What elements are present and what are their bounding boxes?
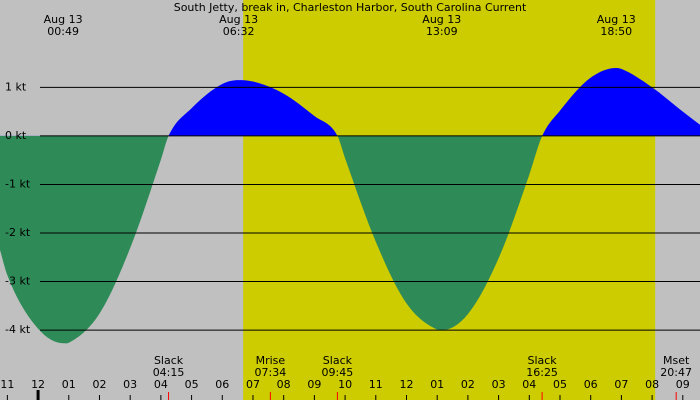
event-label: Mset (663, 354, 690, 367)
x-tick-label: 12 (399, 378, 413, 391)
x-tick-label: 11 (369, 378, 383, 391)
y-tick-label: -4 kt (5, 323, 31, 336)
x-tick-label: 05 (553, 378, 567, 391)
extreme-time: 18:50 (600, 25, 632, 38)
x-tick-label: 02 (461, 378, 475, 391)
extreme-date: Aug 13 (422, 13, 461, 26)
extreme-time: 00:49 (47, 25, 79, 38)
event-label: Slack (323, 354, 353, 367)
x-tick-label: 09 (676, 378, 690, 391)
event-label: Slack (527, 354, 557, 367)
extreme-time: 13:09 (426, 25, 458, 38)
x-tick-label: 01 (62, 378, 76, 391)
event-time: 20:47 (660, 366, 692, 379)
y-tick-label: -2 kt (5, 226, 31, 239)
x-tick-label: 10 (338, 378, 352, 391)
extreme-date: Aug 13 (597, 13, 636, 26)
extreme-time: 06:32 (223, 25, 255, 38)
x-tick-label: 04 (522, 378, 536, 391)
chart-title: South Jetty, break in, Charleston Harbor… (174, 1, 527, 14)
x-tick-label: 03 (492, 378, 506, 391)
y-tick-label: -3 kt (5, 275, 31, 288)
x-tick-label: 07 (614, 378, 628, 391)
event-label: Mrise (256, 354, 286, 367)
extreme-date: Aug 13 (219, 13, 258, 26)
x-tick-label: 01 (430, 378, 444, 391)
x-tick-label: 05 (185, 378, 199, 391)
y-tick-label: 0 kt (5, 129, 27, 142)
extreme-date: Aug 13 (44, 13, 83, 26)
x-tick-label: 08 (277, 378, 291, 391)
x-tick-label: 04 (154, 378, 168, 391)
x-tick-label: 08 (645, 378, 659, 391)
x-tick-label: 12 (31, 378, 45, 391)
y-tick-label: 1 kt (5, 80, 27, 93)
x-tick-label: 06 (584, 378, 598, 391)
x-tick-label: 09 (307, 378, 321, 391)
flood-area (0, 67, 700, 136)
x-tick-label: 03 (123, 378, 137, 391)
y-tick-label: -1 kt (5, 177, 31, 190)
event-time: 07:34 (255, 366, 287, 379)
event-label: Slack (154, 354, 184, 367)
x-tick-label: 02 (92, 378, 106, 391)
event-time: 09:45 (322, 366, 354, 379)
x-tick-label: 07 (246, 378, 260, 391)
ebb-area (0, 135, 543, 344)
x-tick-label: 11 (0, 378, 14, 391)
event-time: 16:25 (526, 366, 558, 379)
x-tick-label: 06 (215, 378, 229, 391)
event-time: 04:15 (153, 366, 185, 379)
